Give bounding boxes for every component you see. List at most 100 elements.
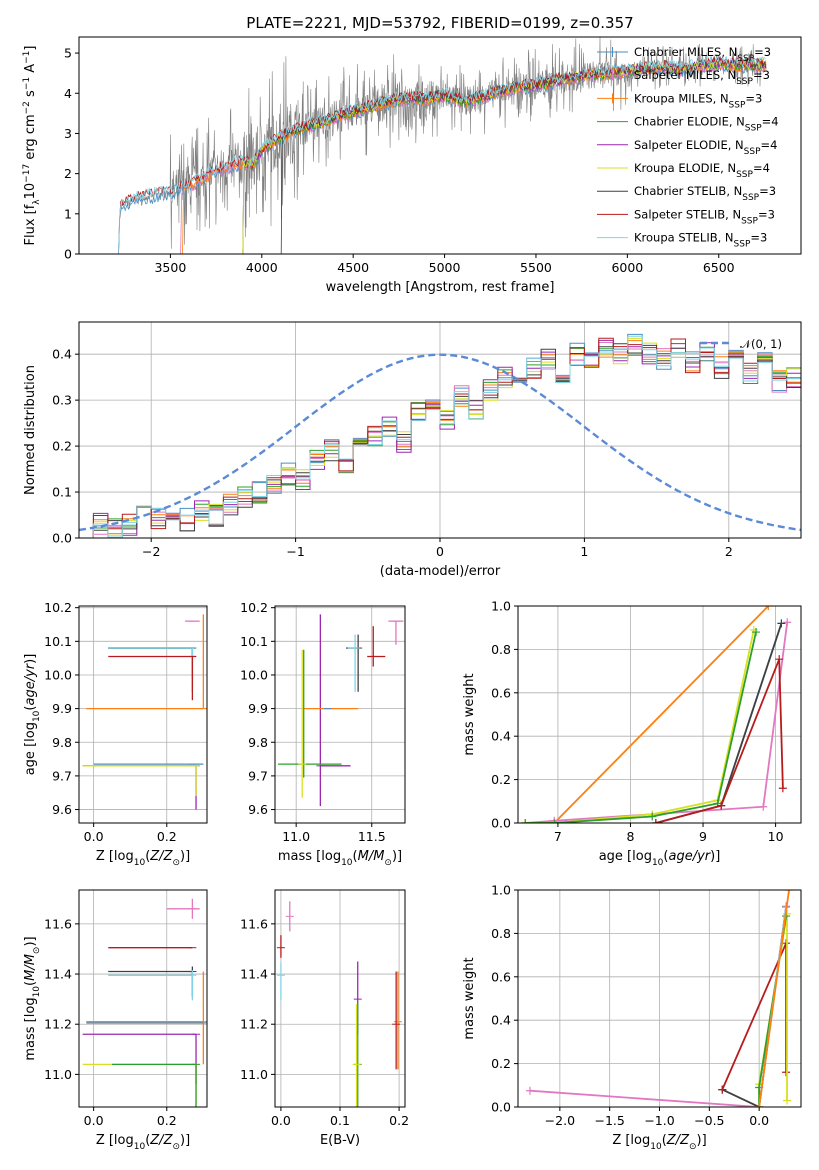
y-axis-label: age [log10(age/yr)] <box>23 654 42 776</box>
y-tick-label: 0.2 <box>491 772 511 787</box>
y-tick-label: 0.2 <box>52 439 72 454</box>
y-tick-label: 10.1 <box>240 634 268 649</box>
plot-area-mass_vs_Z <box>82 898 207 1107</box>
y-tick-label: 0.3 <box>52 393 72 408</box>
residual-hist-5 <box>79 337 801 538</box>
y-tick-label: 1 <box>64 206 72 221</box>
x-tick-label: −2.0 <box>545 1113 575 1128</box>
x-axis-label: Z [log10(Z/Z⊙)] <box>96 849 190 868</box>
y-tick-label: 0.2 <box>491 1056 511 1071</box>
weight-marker-3-3 <box>783 1096 792 1105</box>
y-tick-label: 10.1 <box>44 634 72 649</box>
weight-marker-2-0 <box>718 1085 727 1094</box>
y-tick-label: 11.6 <box>240 916 268 931</box>
x-tick-label: −2 <box>142 544 160 559</box>
weight-marker-6-1 <box>785 890 794 894</box>
panel-age_vs_mass: 11.0 11.5 9.6 9.7 9.8 9.9 10.0 10.1 10.2 mass [lo… <box>240 600 406 868</box>
legend-label-5: Kroupa ELODIE, NSSP=4 <box>634 161 770 180</box>
x-tick-label: 6500 <box>703 260 735 275</box>
y-tick-label: 2 <box>64 166 72 181</box>
x-tick-label: 3500 <box>154 260 186 275</box>
y-axis-label: Flux [fλ10−17 erg cm−2 s−1 A−1] <box>22 46 42 246</box>
weight-marker-3-4 <box>752 628 761 637</box>
x-tick-label: 0.2 <box>157 829 177 844</box>
weight-line-1 <box>721 907 787 1107</box>
weight-marker-2-2 <box>782 1068 791 1077</box>
y-tick-label: 0.8 <box>491 926 511 941</box>
panel-age_vs_Z: 0.0 0.2 9.6 9.7 9.8 9.9 10.0 10.1 10.2 Z [log10(Z… <box>23 600 208 868</box>
x-tick-label: −1.5 <box>594 1113 624 1128</box>
y-tick-label: 9.6 <box>52 802 72 817</box>
weight-line-6 <box>655 658 784 823</box>
y-tick-label: 9.7 <box>52 768 72 783</box>
legend-label-2: Kroupa MILES, NSSP=3 <box>634 91 762 110</box>
y-tick-label: 11.4 <box>44 967 72 982</box>
y-tick-label: 9.9 <box>248 701 268 716</box>
plot-area-mass_vs_EBV <box>276 901 402 1107</box>
residual-hist-8 <box>79 335 801 538</box>
y-tick-label: 3 <box>64 126 72 141</box>
plot-area-massweight_vs_Z <box>525 890 794 1107</box>
y-tick-label: 1.0 <box>491 599 511 614</box>
x-tick-label: 7 <box>554 829 562 844</box>
x-tick-label: 0.1 <box>330 1113 350 1128</box>
y-tick-label: 0.6 <box>491 685 511 700</box>
axes-frame <box>78 36 802 255</box>
weight-marker-1-3 <box>783 618 792 627</box>
y-axis-label: Normed distribution <box>23 365 38 495</box>
x-axis-label: Z [log10(Z/Z⊙)] <box>612 1133 706 1152</box>
y-tick-label: 0.6 <box>491 969 511 984</box>
panel-residual_hist: −2 −1 0 1 2 0.0 0.1 0.2 0.3 0.4 (data-model)/error… <box>23 321 802 579</box>
plot-area-spectrum <box>117 37 767 254</box>
y-tick-label: 9.9 <box>52 701 72 716</box>
panel-massweight_vs_age: 7 8 9 10 0.0 0.2 0.4 0.6 0.8 1.0 age [log10(age/yr… <box>462 599 802 868</box>
y-tick-label: 5 <box>64 46 72 61</box>
x-tick-label: 0.0 <box>271 1113 291 1128</box>
y-tick-label: 0.8 <box>491 642 511 657</box>
weight-marker-1-2 <box>759 802 768 811</box>
x-tick-label: 5500 <box>520 260 552 275</box>
panel-mass_vs_Z: 0.0 0.2 11.0 11.2 11.4 11.6 Z [log10(Z/Z⊙)] mas… <box>23 889 208 1152</box>
y-tick-label: 9.6 <box>248 802 268 817</box>
y-tick-label: 0.4 <box>491 729 511 744</box>
legend-label-3: Chabrier ELODIE, NSSP=4 <box>634 115 779 134</box>
y-axis-label: mass weight <box>462 673 477 755</box>
legend-label-4: Salpeter ELODIE, NSSP=4 <box>634 138 777 157</box>
axes-frame <box>517 889 802 1108</box>
residual-hist-7 <box>79 337 801 538</box>
y-tick-label: 0.1 <box>52 485 72 500</box>
figure-title: PLATE=2221, MJD=53792, FIBERID=0199, z=0… <box>246 14 633 32</box>
model-spectrum-8 <box>117 54 766 254</box>
y-tick-label: 9.7 <box>248 768 268 783</box>
y-tick-label: 10.0 <box>240 667 268 682</box>
y-tick-label: 0.0 <box>491 1100 511 1115</box>
x-axis-label: E(B-V) <box>320 1133 360 1148</box>
legend-label-1: Salpeter MILES, NSSP=3 <box>634 68 770 87</box>
y-tick-label: 10.0 <box>44 667 72 682</box>
residual-hist-6 <box>79 343 801 538</box>
panel-mass_vs_EBV: 0.0 0.1 0.2 11.0 11.2 11.4 11.6 E(B-V) <box>240 889 409 1148</box>
legend-label-6: Chabrier STELIB, NSSP=3 <box>634 184 776 203</box>
weight-line-0 <box>529 906 787 1107</box>
y-tick-label: 11.0 <box>240 1067 268 1082</box>
y-tick-label: 10.2 <box>240 600 268 615</box>
legend-label-8: Kroupa STELIB, NSSP=3 <box>634 231 767 250</box>
x-tick-label: 11.5 <box>358 829 386 844</box>
weight-marker-3-0 <box>521 819 530 823</box>
y-tick-label: 11.4 <box>240 967 268 982</box>
weight-marker-6-0 <box>755 1103 764 1107</box>
x-tick-label: 5000 <box>429 260 461 275</box>
weight-marker-6-2 <box>775 655 784 664</box>
residual-hist-0 <box>79 333 801 538</box>
y-tick-label: 11.0 <box>44 1067 72 1082</box>
weight-marker-3-1 <box>550 819 559 823</box>
weight-marker-0-2 <box>764 606 773 610</box>
weight-marker-6-0 <box>651 819 660 823</box>
x-tick-label: 8 <box>626 829 634 844</box>
y-tick-label: 10.2 <box>44 600 72 615</box>
y-tick-label: 9.8 <box>248 735 268 750</box>
plot-area-residual_hist <box>79 333 801 538</box>
panel-spectrum: 3500 4000 4500 5000 5500 6000 6500 0 1 2 3 4 5 wavele… <box>22 36 802 295</box>
